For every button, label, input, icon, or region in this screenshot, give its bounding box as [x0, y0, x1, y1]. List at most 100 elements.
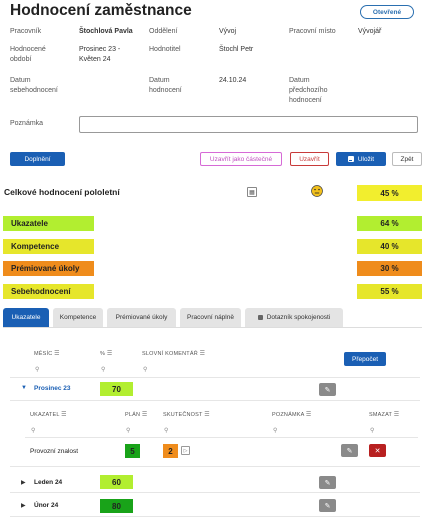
col-month-label: MĚSÍC	[34, 351, 53, 357]
col-note-header[interactable]: POZNÁMKA ☰	[272, 411, 312, 418]
tab-premium-tasks[interactable]: Prémiované úkoly	[107, 308, 176, 327]
tab-job-descriptions[interactable]: Pracovní náplně	[180, 308, 241, 327]
close-partial-button[interactable]: Uzavřít jako částečné	[200, 152, 282, 166]
evaluator-label: Hodnotitel	[149, 46, 181, 53]
bar-self-evaluation-value: 55 %	[357, 284, 422, 299]
col-actual-header[interactable]: SKUTEČNOST ☰	[163, 411, 210, 418]
save-icon	[347, 156, 354, 162]
search-icon[interactable]: ⚲	[126, 428, 131, 434]
tab-competences-label: Kompetence	[59, 314, 97, 321]
delete-x-icon[interactable]: ✕	[369, 444, 386, 457]
divider	[10, 466, 420, 467]
lock-icon	[257, 315, 263, 320]
month-row-value: 70	[100, 382, 133, 396]
col-plan-header[interactable]: PLÁN ☰	[125, 411, 148, 418]
month-row-value: 60	[100, 475, 133, 489]
status-badge: Otevřené	[360, 5, 414, 19]
indicator-name: Provozní znalost	[30, 448, 79, 455]
plan-value: 5	[125, 444, 140, 458]
back-button-label: Zpět	[400, 155, 414, 163]
eval-date-label: Datum hodnocení	[149, 77, 182, 94]
filter-icon[interactable]: ☰	[141, 412, 148, 418]
summary-title: Celkové hodnocení pololetní	[4, 187, 120, 197]
filter-icon[interactable]: ☰	[61, 412, 67, 418]
expand-caret-icon[interactable]: ▶	[21, 480, 26, 486]
calendar-icon[interactable]: ▦	[247, 187, 257, 197]
edit-pencil-icon[interactable]: ✎	[341, 444, 358, 457]
workplace-value: Vývojář	[358, 28, 382, 35]
col-pct-header[interactable]: % ☰	[100, 350, 112, 357]
filter-icon[interactable]: ☰	[199, 351, 206, 357]
smiley-neutral-icon	[311, 185, 323, 197]
tab-competences[interactable]: Kompetence	[53, 308, 103, 327]
search-icon[interactable]: ⚲	[164, 428, 169, 434]
bar-premium-tasks-label: Prémiované úkoly	[3, 261, 94, 276]
bar-premium-tasks-value: 30 %	[357, 261, 422, 276]
tab-underline	[3, 327, 422, 328]
filter-icon[interactable]: ☰	[393, 412, 400, 418]
note-label: Poznámka	[10, 120, 44, 127]
bar-premium-tasks: Prémiované úkoly 30 %	[3, 261, 422, 276]
search-icon[interactable]: ⚲	[370, 428, 375, 434]
employee-label: Pracovník	[10, 28, 42, 35]
tab-satisfaction-survey[interactable]: Dotazník spokojenosti	[245, 308, 343, 327]
filter-icon[interactable]: ☰	[305, 412, 312, 418]
page-title: Hodnocení zaměstnance	[10, 2, 192, 19]
col-indicator-label: UKAZATEL	[30, 412, 60, 418]
comment-icon[interactable]: ▷	[181, 446, 190, 455]
search-icon[interactable]: ⚲	[273, 428, 278, 434]
divider	[10, 377, 420, 378]
col-delete-label: SMAZAT	[369, 412, 392, 418]
self-eval-date-label: Datum sebehodnocení	[10, 77, 58, 94]
bar-indicators-value: 64 %	[357, 216, 422, 231]
edit-pencil-icon[interactable]: ✎	[319, 499, 336, 512]
period-label: Hodnocené období	[10, 46, 46, 63]
recalculate-button[interactable]: Přepočet	[344, 352, 386, 366]
bar-competences-label: Kompetence	[3, 239, 94, 254]
filter-icon[interactable]: ☰	[106, 351, 113, 357]
col-comment-header[interactable]: SLOVNÍ KOMENTÁŘ ☰	[142, 350, 205, 357]
save-button[interactable]: Uložit	[336, 152, 386, 166]
col-month-header[interactable]: MĚSÍC ☰	[34, 350, 60, 357]
col-indicator-header[interactable]: UKAZATEL ☰	[30, 411, 67, 418]
col-pct-label: %	[100, 351, 106, 357]
evaluator-value: Štochl Petr	[219, 46, 254, 53]
search-icon[interactable]: ⚲	[31, 428, 36, 434]
close-partial-label: Uzavřít jako částečné	[209, 155, 273, 163]
actual-value[interactable]: 2	[163, 444, 178, 458]
month-row-name[interactable]: Únor 24	[34, 502, 59, 509]
month-row-name[interactable]: Leden 24	[34, 479, 63, 486]
tab-indicators[interactable]: Ukazatele	[3, 308, 49, 327]
period-value: Prosinec 23 - Květen 24	[79, 46, 121, 63]
summary-value: 45 %	[357, 185, 422, 201]
eval-date-value: 24.10.24	[219, 77, 247, 84]
search-icon[interactable]: ⚲	[101, 367, 106, 373]
search-icon[interactable]: ⚲	[143, 367, 148, 373]
divider	[25, 437, 418, 438]
back-button[interactable]: Zpět	[392, 152, 422, 166]
edit-pencil-icon[interactable]: ✎	[319, 476, 336, 489]
tab-satisfaction-survey-label: Dotazník spokojenosti	[266, 314, 331, 321]
note-input[interactable]	[79, 116, 418, 133]
divider	[10, 516, 420, 517]
filter-icon[interactable]: ☰	[54, 351, 60, 357]
col-note-label: POZNÁMKA	[272, 412, 305, 418]
month-row-value: 80	[100, 499, 133, 513]
workplace-label: Pracovní místo	[289, 28, 336, 35]
col-delete-header[interactable]: SMAZAT ☰	[369, 411, 399, 418]
tab-premium-tasks-label: Prémiované úkoly	[115, 314, 168, 321]
close-button-label: Uzavřít	[299, 155, 320, 163]
fill-button[interactable]: Doplnění	[10, 152, 65, 166]
expand-caret-icon[interactable]: ▶	[21, 503, 26, 509]
close-button[interactable]: Uzavřít	[290, 152, 329, 166]
col-comment-label: SLOVNÍ KOMENTÁŘ	[142, 351, 198, 357]
divider	[10, 400, 420, 401]
month-row-name[interactable]: Prosinec 23	[34, 385, 71, 392]
bar-indicators-label: Ukazatele	[3, 216, 94, 231]
collapse-caret-icon[interactable]: ▼	[21, 385, 27, 391]
bar-competences-value: 40 %	[357, 239, 422, 254]
bar-self-evaluation-label: Sebehodnocení	[3, 284, 94, 299]
filter-icon[interactable]: ☰	[204, 412, 210, 418]
search-icon[interactable]: ⚲	[35, 367, 40, 373]
edit-pencil-icon[interactable]: ✎	[319, 383, 336, 396]
